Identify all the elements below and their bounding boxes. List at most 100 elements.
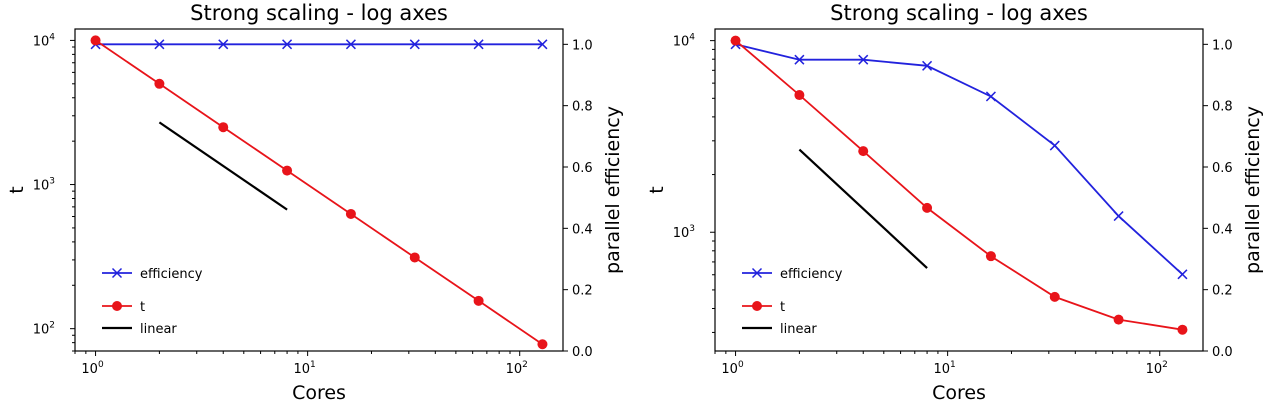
data-point-t	[1177, 324, 1188, 335]
series-linear	[798, 148, 928, 269]
data-point-efficiency	[985, 91, 996, 102]
x-tick-base: 10	[1146, 362, 1163, 377]
series-line-t	[95, 39, 543, 345]
series-t	[730, 35, 1188, 335]
y2-tick-label: 0.0	[1212, 345, 1233, 360]
y-tick-label: 103	[33, 177, 55, 194]
legend-label-linear: linear	[780, 322, 817, 337]
data-point-efficiency	[1177, 269, 1188, 280]
y-tick-exponent: 2	[49, 321, 55, 331]
data-point-t	[537, 339, 548, 350]
x-tick-base: 10	[933, 362, 950, 377]
y-tick-label: 104	[673, 33, 696, 50]
legend-label-linear: linear	[140, 322, 177, 337]
data-point-t	[218, 122, 229, 133]
x-tick-base: 10	[81, 362, 98, 377]
series-line-linear	[798, 148, 928, 269]
data-point-t	[345, 208, 356, 219]
series-efficiency	[730, 39, 1188, 280]
chart-2: Strong scaling - log axes Cores t parallel …	[646, 1, 1264, 404]
y2-axis-label: parallel efficiency	[602, 106, 624, 274]
y2-tick-label: 0.8	[1212, 100, 1233, 115]
y2-tick-label: 0.4	[1212, 222, 1233, 237]
series-line-linear	[158, 121, 288, 211]
y-tick-base: 10	[33, 34, 50, 49]
data-point-efficiency	[537, 39, 548, 50]
y2-tick-label: 0.2	[1212, 284, 1233, 299]
data-point-efficiency	[1049, 140, 1060, 151]
x-tick-base: 10	[506, 362, 523, 377]
data-point-efficiency	[282, 39, 293, 50]
plot-frame	[714, 28, 1204, 352]
x-tick-exponent: 1	[310, 360, 316, 370]
legend-label-t: t	[140, 300, 145, 315]
x-axis-label: Cores	[932, 382, 986, 404]
y2-tick-label: 0.0	[572, 345, 593, 360]
data-point-t	[90, 35, 101, 46]
y-tick-label: 102	[33, 321, 55, 338]
data-point-efficiency	[409, 39, 420, 50]
y2-tick-label: 0.4	[572, 222, 593, 237]
data-point-t	[1049, 291, 1060, 302]
legend-marker-efficiency	[111, 267, 123, 279]
series-line-t	[735, 39, 1183, 331]
data-point-efficiency	[345, 39, 356, 50]
y-axis-label: t	[6, 186, 28, 193]
x-tick-exponent: 2	[522, 360, 528, 370]
data-point-t	[282, 165, 293, 176]
legend-marker-t	[752, 301, 762, 311]
data-point-efficiency	[794, 54, 805, 65]
data-point-t	[985, 251, 996, 262]
x-tick-exponent: 0	[738, 360, 744, 370]
y2-tick-label: 0.2	[572, 284, 593, 299]
series-efficiency	[90, 39, 548, 50]
series-t	[90, 35, 548, 350]
y2-tick-label: 0.6	[572, 161, 593, 176]
x-tick-exponent: 1	[950, 360, 956, 370]
y2-tick-label: 1.0	[572, 38, 593, 53]
x-tick-label: 101	[933, 360, 955, 377]
y2-tick-label: 0.6	[1212, 161, 1233, 176]
data-point-efficiency	[154, 39, 165, 50]
x-tick-base: 10	[293, 362, 310, 377]
legend-label-t: t	[780, 300, 785, 315]
y-tick-exponent: 3	[49, 177, 55, 187]
y-tick-base: 10	[673, 35, 690, 50]
y-axis-label: t	[646, 186, 668, 193]
y2-tick-label: 0.8	[572, 100, 593, 115]
series-line-efficiency	[735, 43, 1184, 275]
x-tick-exponent: 2	[1162, 360, 1168, 370]
chart-1: Strong scaling - log axes Cores t parallel …	[6, 1, 624, 404]
y-tick-base: 10	[33, 323, 50, 338]
series-linear	[158, 121, 288, 211]
x-tick-exponent: 0	[98, 360, 104, 370]
data-point-t	[409, 252, 420, 263]
y-tick-label: 103	[673, 224, 695, 241]
data-point-t	[794, 90, 805, 101]
y-tick-label: 104	[33, 32, 56, 49]
legend: efficiency t linear	[742, 267, 843, 337]
y2-axis-label: parallel efficiency	[1242, 106, 1264, 274]
x-tick-label: 102	[1146, 360, 1168, 377]
data-point-t	[730, 35, 741, 46]
x-tick-label: 102	[506, 360, 528, 377]
data-point-efficiency	[218, 39, 229, 50]
chart-title: Strong scaling - log axes	[830, 1, 1088, 25]
legend-label-efficiency: efficiency	[140, 267, 203, 282]
data-point-t	[473, 295, 484, 306]
y-tick-exponent: 3	[689, 224, 695, 234]
data-point-t	[1113, 314, 1124, 325]
data-point-t	[154, 78, 165, 89]
data-point-efficiency	[858, 54, 869, 65]
legend-marker-efficiency	[751, 267, 763, 279]
chart-title: Strong scaling - log axes	[190, 1, 448, 25]
data-point-efficiency	[473, 39, 484, 50]
data-point-t	[858, 146, 869, 157]
y-tick-exponent: 4	[689, 33, 695, 43]
x-tick-label: 101	[293, 360, 315, 377]
y-tick-base: 10	[673, 226, 690, 241]
legend: efficiency t linear	[102, 267, 203, 337]
data-point-t	[922, 202, 933, 213]
y2-tick-label: 1.0	[1212, 38, 1233, 53]
